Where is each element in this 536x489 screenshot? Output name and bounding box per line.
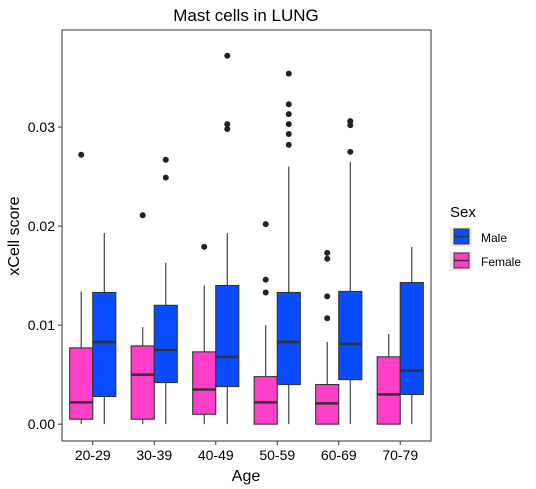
chart-title: Mast cells in LUNG — [173, 6, 318, 25]
box-group-male-40-49 — [215, 52, 240, 425]
box — [338, 290, 363, 381]
outlier-point — [324, 293, 331, 300]
box — [376, 356, 401, 425]
box-group-male-70-79 — [399, 246, 424, 425]
legend-label-male: Male — [481, 231, 507, 245]
outlier-point — [285, 141, 292, 148]
outlier-point — [324, 315, 331, 322]
outlier-point — [347, 122, 354, 129]
box-group-male-20-29 — [92, 233, 117, 425]
box — [130, 345, 155, 420]
box-group-female-60-69 — [315, 249, 340, 425]
box — [253, 376, 278, 425]
outlier-point — [224, 121, 231, 128]
box-group-female-30-39 — [130, 212, 155, 425]
outlier-point — [78, 151, 85, 158]
y-tick-label: 0.03 — [28, 119, 55, 135]
x-tick-label: 60-69 — [321, 447, 357, 463]
legend: Sex Male Female — [450, 204, 521, 271]
x-axis: 20-29 30-39 40-49 50-59 60-69 70-79 — [75, 441, 418, 463]
outlier-point — [162, 156, 169, 163]
box — [192, 351, 217, 415]
box — [399, 281, 424, 396]
box-group-female-70-79 — [376, 334, 401, 425]
y-tick-label: 0.00 — [28, 416, 55, 432]
outlier-point — [262, 289, 269, 296]
y-tick-label: 0.01 — [28, 317, 55, 333]
outlier-point — [324, 249, 331, 256]
x-tick-label: 40-49 — [198, 447, 234, 463]
box — [215, 284, 240, 388]
outlier-point — [262, 221, 269, 228]
box-group-male-50-59 — [276, 70, 301, 425]
box-group-male-60-69 — [338, 118, 363, 425]
box-group-male-30-39 — [153, 156, 178, 425]
box-group-female-40-49 — [192, 243, 217, 425]
box-group-female-20-29 — [69, 151, 94, 425]
x-tick-label: 20-29 — [75, 447, 111, 463]
y-axis-label: xCell score — [6, 196, 23, 275]
box-group-female-50-59 — [253, 221, 278, 425]
outlier-point — [324, 255, 331, 262]
boxes-layer — [69, 52, 424, 425]
outlier-point — [285, 121, 292, 128]
outlier-point — [285, 101, 292, 108]
outlier-point — [285, 70, 292, 77]
outlier-point — [285, 111, 292, 118]
legend-title: Sex — [450, 204, 476, 221]
y-axis: 0.00 0.01 0.02 0.03 — [28, 119, 62, 432]
box — [92, 291, 117, 397]
outlier-point — [285, 130, 292, 137]
x-axis-label: Age — [232, 468, 261, 485]
legend-label-female: Female — [481, 255, 521, 269]
plot-panel — [61, 29, 432, 442]
outlier-point — [162, 174, 169, 181]
outlier-point — [347, 148, 354, 155]
x-tick-label: 70-79 — [382, 447, 418, 463]
box — [276, 291, 301, 386]
box — [69, 347, 94, 420]
outlier-point — [224, 126, 231, 133]
x-tick-label: 50-59 — [259, 447, 295, 463]
outlier-point — [139, 212, 146, 219]
box — [153, 304, 178, 384]
outlier-point — [201, 243, 208, 250]
x-tick-label: 30-39 — [136, 447, 172, 463]
y-tick-label: 0.02 — [28, 218, 55, 234]
outlier-point — [224, 52, 231, 59]
outlier-point — [262, 276, 269, 283]
